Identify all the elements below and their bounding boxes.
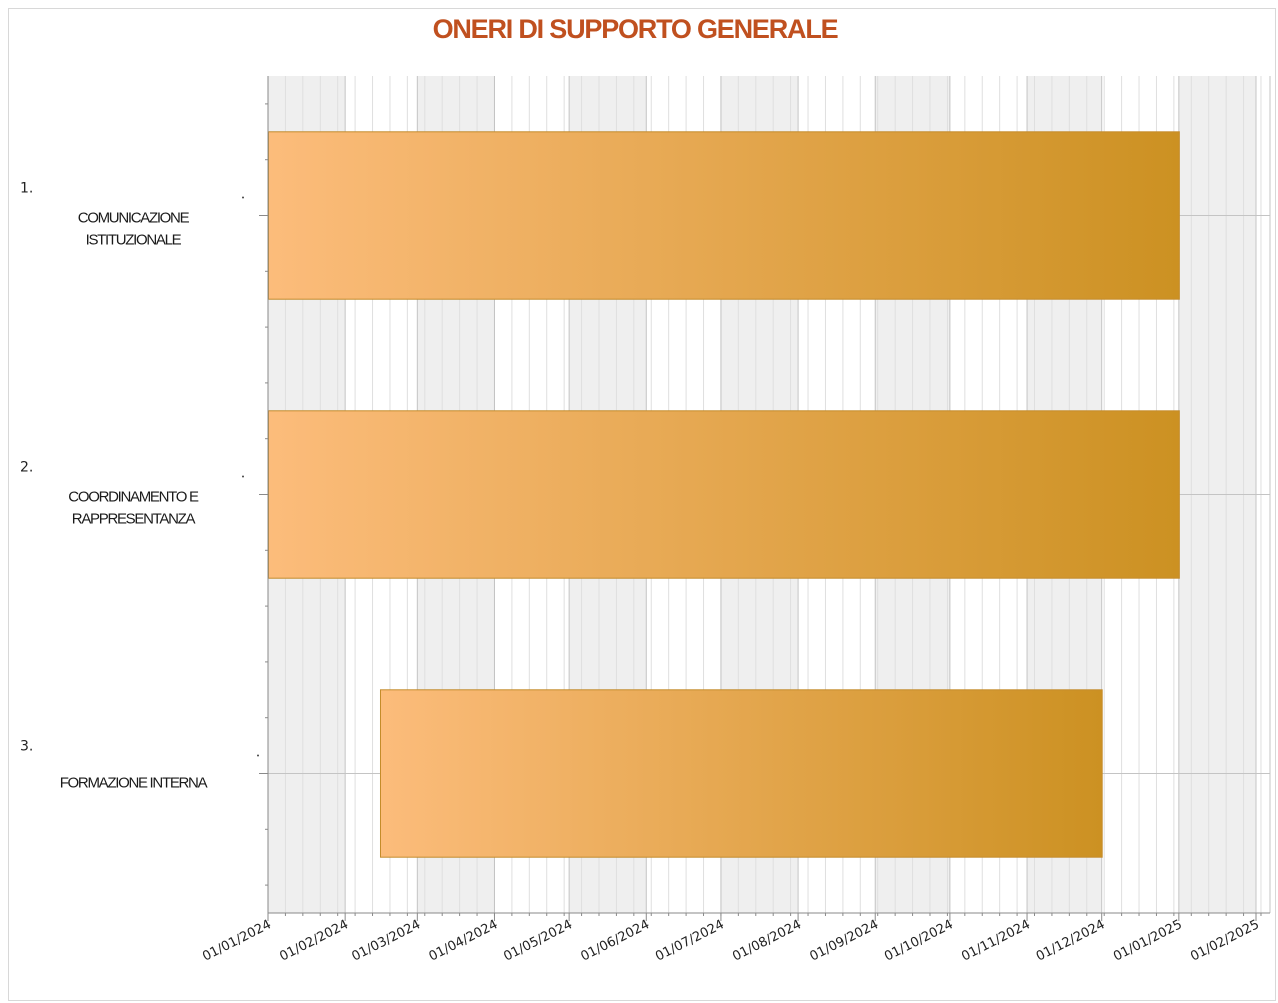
x-tick-label: 01/02/2024 (277, 917, 351, 964)
category-labels: 1. COMUNICAZIONE ISTITUZIONALE 2. COORDINAME… (20, 181, 259, 792)
category-label: FORMAZIONE INTERNA (60, 775, 208, 792)
bars (268, 131, 1180, 858)
x-tick-label: 01/01/2024 (200, 917, 274, 964)
x-tick-label: 01/06/2024 (579, 917, 653, 964)
x-tick-label: 01/03/2024 (350, 917, 424, 964)
x-tick-label: 01/08/2024 (730, 917, 804, 964)
label-dot (242, 475, 244, 478)
category-label: COMUNICAZIONE (78, 210, 190, 227)
x-tick-label: 01/01/2025 (1111, 917, 1185, 964)
gantt-bar (268, 410, 1180, 579)
category-number: 2. (20, 460, 33, 476)
x-tick-label: 01/12/2024 (1034, 917, 1108, 964)
x-tick-label: 01/10/2024 (882, 917, 956, 964)
category-number: 3. (20, 739, 33, 755)
x-tick-label: 01/07/2024 (653, 917, 727, 964)
x-tick-label: 01/05/2024 (501, 917, 575, 964)
category-number: 1. (20, 181, 33, 197)
gantt-bar (379, 689, 1103, 858)
x-tick-label: 01/02/2025 (1188, 917, 1262, 964)
chart-title: ONERI DI SUPPORTO GENERALE (432, 14, 839, 44)
x-tick-label: 01/04/2024 (427, 917, 501, 964)
category-label: COORDINAMENTO E (68, 489, 199, 506)
gantt-bar (268, 131, 1180, 300)
category-label: RAPPRESENTANZA (72, 511, 196, 528)
label-dot (242, 196, 244, 199)
label-dot (257, 754, 259, 757)
x-tick-label: 01/11/2024 (959, 917, 1033, 964)
category-label: ISTITUZIONALE (86, 232, 182, 249)
x-tick-label: 01/09/2024 (807, 917, 881, 964)
axes (259, 76, 1270, 921)
